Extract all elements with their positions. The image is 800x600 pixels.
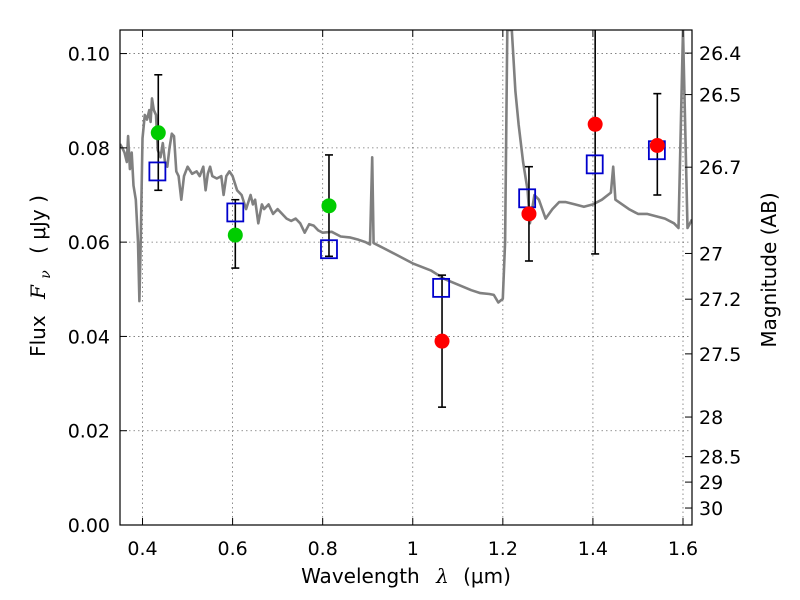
x-axis-label-unit: (μm)	[463, 564, 511, 588]
observed-ir-point	[649, 138, 665, 153]
y-axis-label-subscript: ν	[38, 270, 54, 279]
y2-tick-label: 29	[699, 472, 723, 494]
y-tick-label: 0.10	[68, 44, 110, 66]
y2-tick-label: 28	[699, 407, 723, 429]
observed-optical-point	[321, 198, 337, 214]
x-tick-label: 0.8	[308, 538, 338, 560]
y-tick-label: 0.00	[68, 515, 110, 537]
model-photometry-square	[585, 154, 604, 175]
plot-frame	[119, 29, 693, 526]
observed-optical-point	[150, 125, 166, 141]
y-tick-label: 0.06	[68, 232, 110, 254]
y2-tick-label: 30	[699, 498, 723, 520]
y2-tick-label: 27.2	[699, 289, 741, 311]
x-axis-label-symbol: λ	[435, 564, 449, 588]
model-photometry-square	[320, 239, 338, 260]
y-tick-label: 0.02	[68, 421, 110, 443]
observed-optical-point	[227, 227, 243, 243]
x-tick-label: 1.6	[668, 538, 698, 560]
y-axis-label-unit: ( μJy )	[26, 195, 50, 254]
y2-tick-label: 26.7	[699, 157, 741, 179]
y2-tick-label: 28.5	[699, 447, 741, 469]
x-tick-label: 0.4	[127, 538, 157, 560]
y2-tick-label: 27	[699, 243, 723, 265]
x-tick-label: 1	[407, 538, 419, 560]
y2-tick-label: 27.5	[699, 344, 741, 366]
y2-tick-label: 26.5	[699, 85, 741, 107]
y-tick-label: 0.04	[68, 326, 110, 348]
y-axis-label-text: Flux	[26, 315, 50, 357]
observed-ir-point	[434, 333, 450, 349]
observed-ir-point	[521, 206, 537, 222]
axes: 0.4 0.6 0.8 1 1.2 1.4 1.6 0.00 0.02 0.04 0.06 0.08 0…	[68, 30, 741, 560]
y2-tick-label: 26.4	[699, 43, 741, 65]
x-axis-label: Wavelength λ (μm)	[301, 564, 511, 588]
model-photometry-square	[148, 161, 167, 182]
observed-ir-point	[587, 116, 603, 132]
x-axis-label-text: Wavelength	[301, 564, 420, 588]
y-tick-label: 0.08	[68, 138, 110, 160]
y-axis-label: Flux F ν ( μJy )	[26, 195, 55, 357]
model-photometry-square	[432, 277, 451, 298]
data-markers	[148, 30, 666, 408]
y2-axis-label: Magnitude (AB)	[757, 192, 781, 347]
x-tick-label: 0.6	[217, 538, 247, 560]
x-tick-label: 1.2	[488, 538, 518, 560]
model-photometry-square	[226, 202, 245, 223]
y-axis-label-symbol: F	[26, 284, 50, 300]
x-tick-label: 1.4	[578, 538, 608, 560]
